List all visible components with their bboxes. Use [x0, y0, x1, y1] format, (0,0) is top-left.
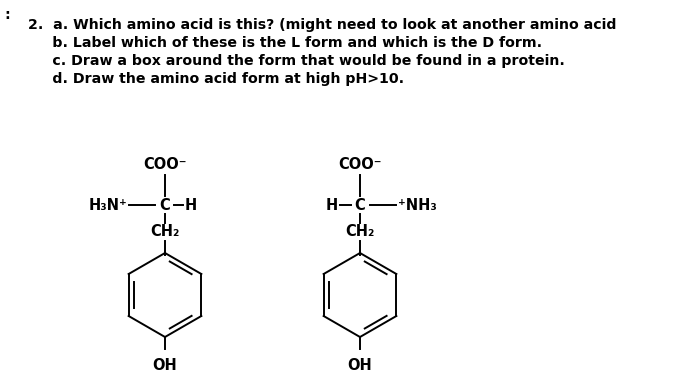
Text: COO⁻: COO⁻ [338, 157, 382, 172]
Text: CH₂: CH₂ [345, 224, 375, 240]
Text: H: H [185, 197, 197, 212]
Text: OH: OH [348, 358, 372, 373]
Text: 2.  a. Which amino acid is this? (might need to look at another amino acid: 2. a. Which amino acid is this? (might n… [28, 18, 617, 32]
Text: d. Draw the amino acid form at high pH>10.: d. Draw the amino acid form at high pH>1… [28, 72, 404, 86]
Text: OH: OH [153, 358, 177, 373]
Text: C: C [355, 197, 365, 212]
Text: H₃N⁺: H₃N⁺ [88, 197, 127, 212]
Text: ⁺NH₃: ⁺NH₃ [398, 197, 437, 212]
Text: COO⁻: COO⁻ [143, 157, 187, 172]
Text: H: H [326, 197, 338, 212]
Text: CH₂: CH₂ [150, 224, 180, 240]
Text: C: C [160, 197, 170, 212]
Text: c. Draw a box around the form that would be found in a protein.: c. Draw a box around the form that would… [28, 54, 565, 68]
Text: b. Label which of these is the L form and which is the D form.: b. Label which of these is the L form an… [28, 36, 542, 50]
Text: :: : [4, 8, 10, 22]
